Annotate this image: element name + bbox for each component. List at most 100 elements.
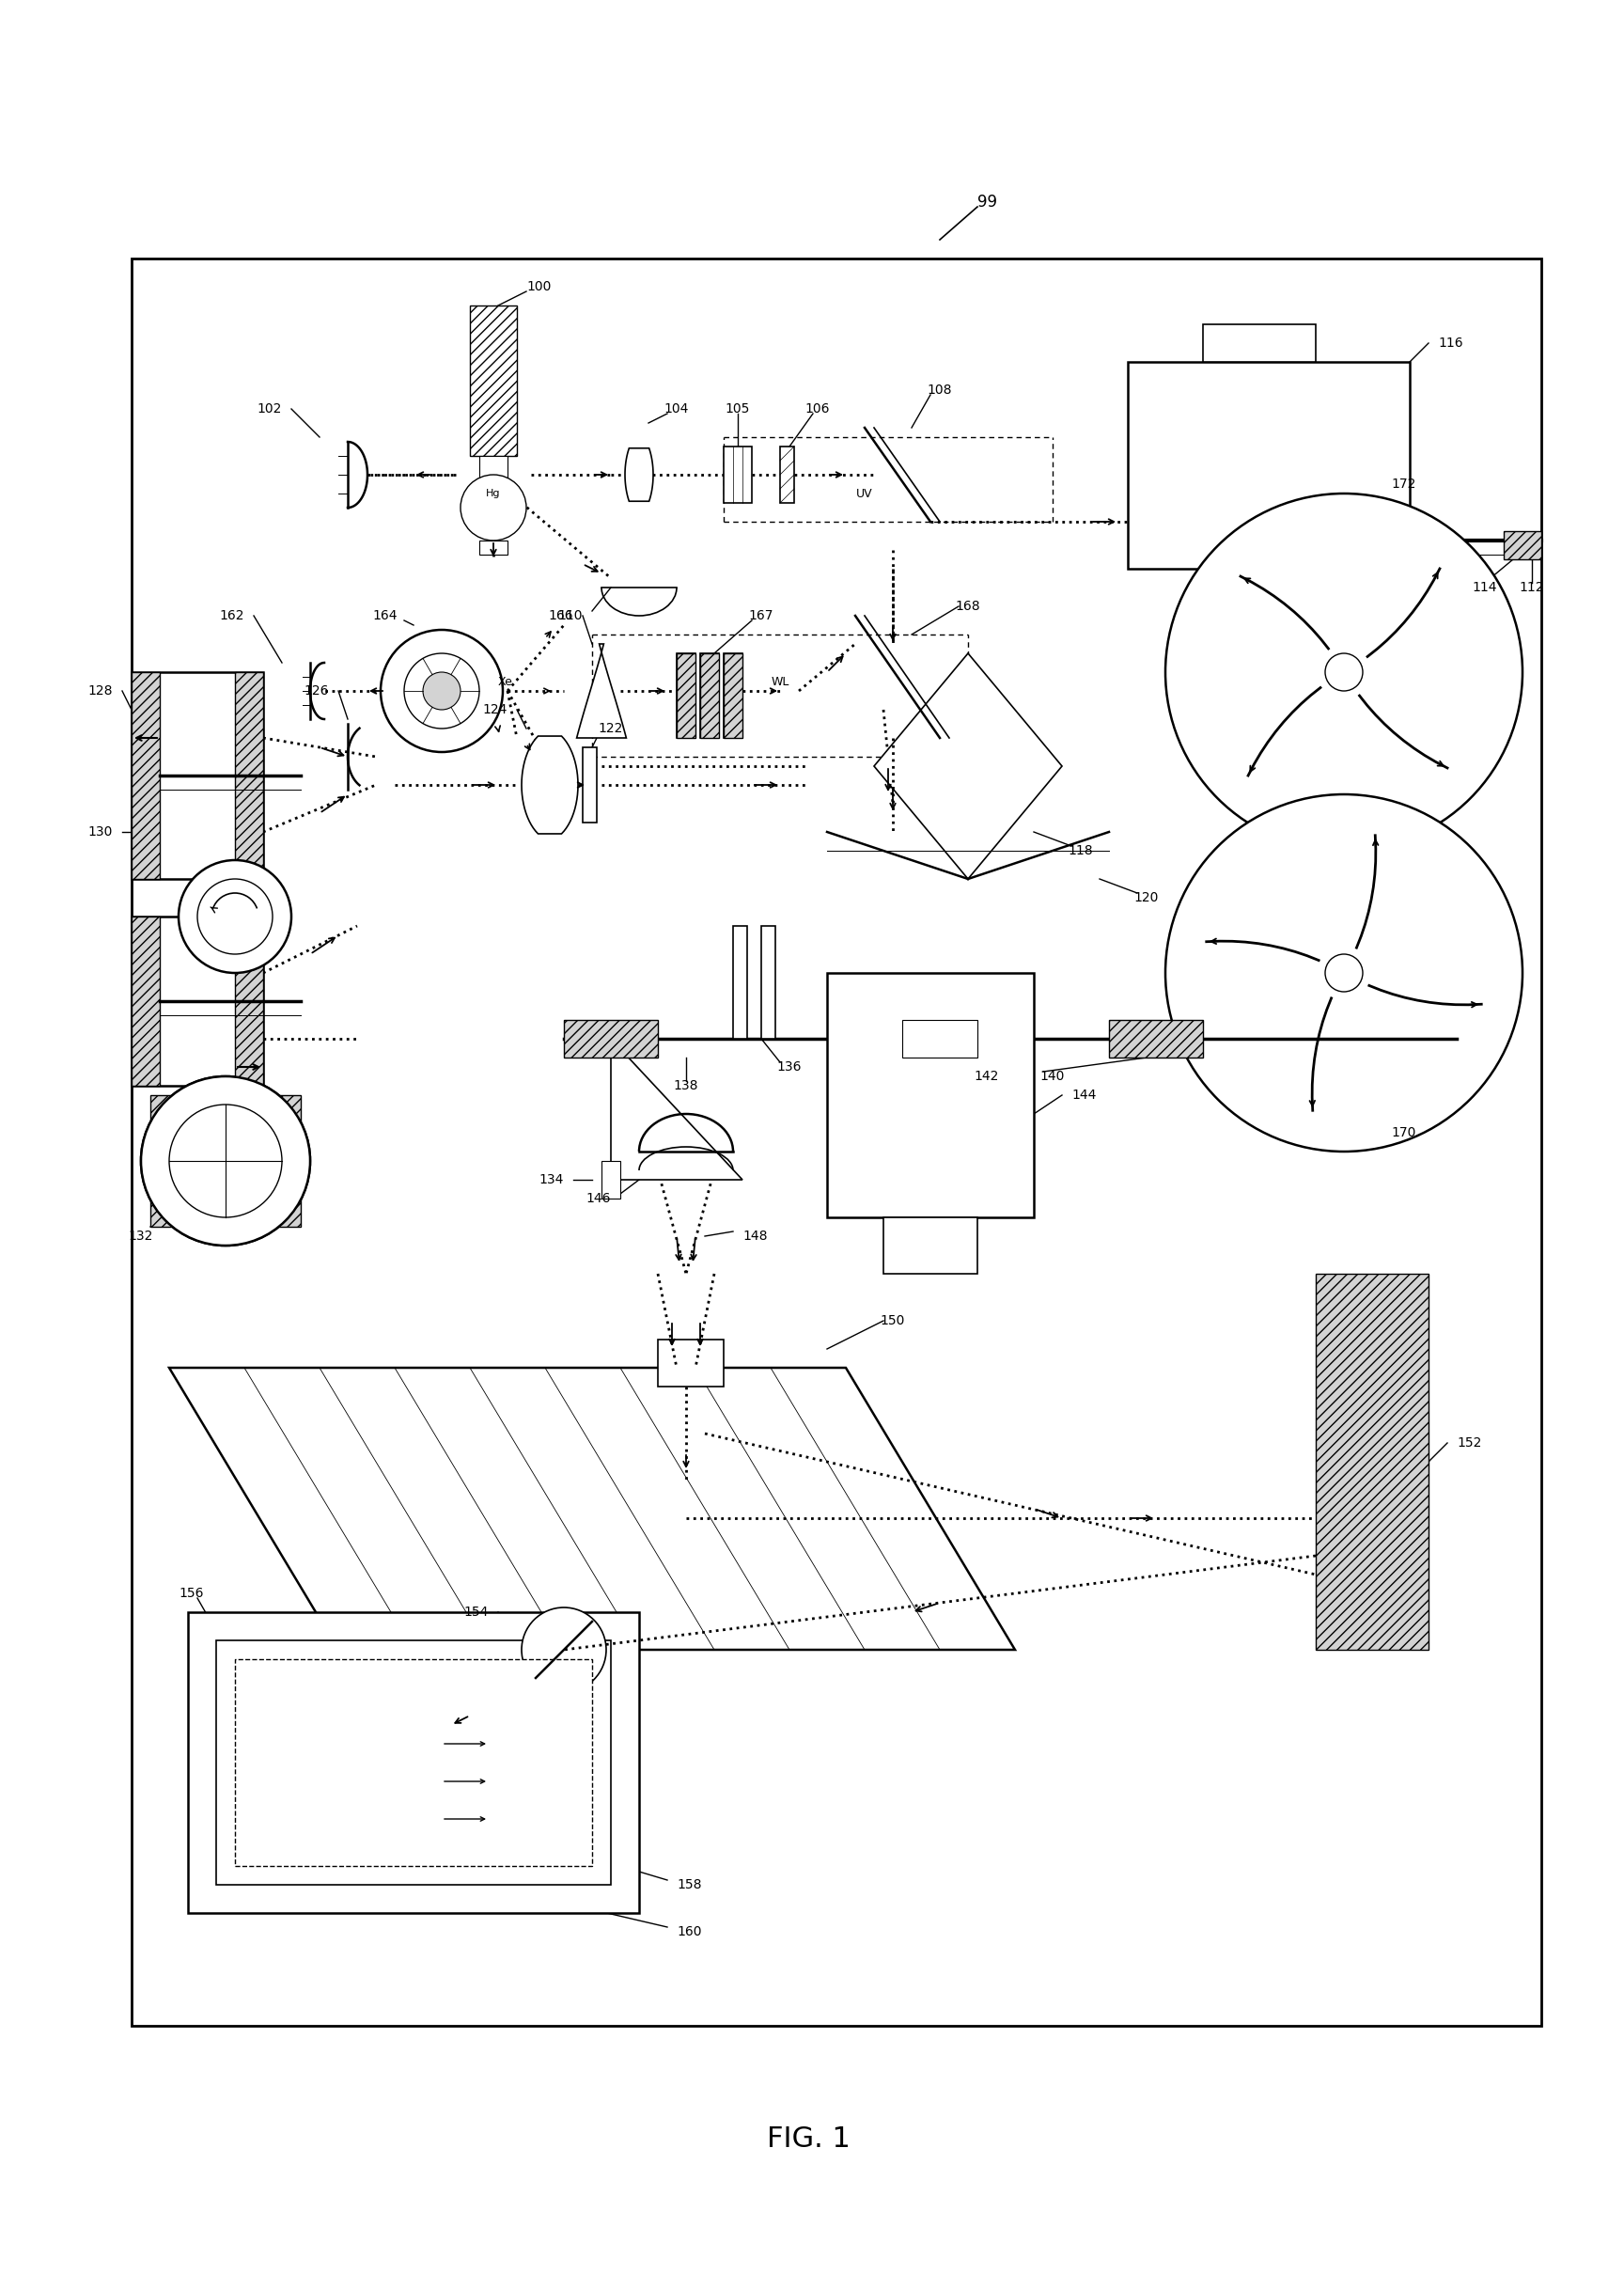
Text: 104: 104 (664, 403, 689, 417)
Text: 122: 122 (599, 721, 624, 735)
Polygon shape (521, 737, 578, 833)
Text: 158: 158 (677, 1879, 702, 1891)
Circle shape (461, 474, 526, 540)
Bar (601, 1161, 620, 1199)
Text: FIG. 1: FIG. 1 (767, 2124, 849, 2152)
Text: 112: 112 (1520, 581, 1544, 595)
Bar (700, 652, 719, 737)
Bar (479, 456, 507, 483)
Circle shape (198, 879, 273, 955)
Bar (469, 304, 516, 456)
Bar (235, 916, 263, 1085)
Bar (827, 973, 1034, 1218)
Text: UV: UV (856, 488, 874, 499)
Text: 140: 140 (1041, 1069, 1065, 1083)
Text: 146: 146 (586, 1193, 611, 1204)
Text: 142: 142 (974, 1069, 999, 1083)
Text: 100: 100 (526, 279, 551, 293)
Circle shape (1325, 652, 1363, 691)
Bar (583, 746, 596, 822)
Bar (903, 1021, 978, 1058)
Text: 172: 172 (1390, 478, 1416, 490)
Bar (564, 1021, 658, 1058)
Text: 105: 105 (726, 403, 750, 417)
Circle shape (169, 1106, 283, 1218)
Circle shape (521, 1607, 606, 1692)
Text: 150: 150 (880, 1314, 905, 1328)
Text: 134: 134 (539, 1174, 564, 1186)
Bar (132, 259, 1541, 2026)
Bar (479, 540, 507, 554)
Text: 108: 108 (927, 385, 952, 396)
Circle shape (141, 1076, 310, 1245)
Polygon shape (874, 652, 1062, 879)
Text: 164: 164 (374, 609, 398, 623)
Polygon shape (625, 449, 653, 501)
Text: Hg: Hg (486, 490, 500, 499)
Text: 118: 118 (1069, 845, 1093, 858)
Text: 160: 160 (677, 1925, 702, 1939)
Text: 148: 148 (742, 1229, 768, 1243)
Text: WL: WL (771, 675, 789, 687)
Circle shape (404, 652, 479, 728)
Bar (762, 927, 775, 1039)
Text: 120: 120 (1134, 890, 1160, 904)
Text: 110: 110 (557, 609, 583, 623)
Bar (1203, 325, 1315, 362)
Bar (1127, 362, 1410, 568)
Bar (732, 927, 747, 1039)
Text: 124: 124 (482, 703, 507, 716)
Polygon shape (611, 1039, 742, 1179)
Circle shape (1166, 494, 1523, 852)
Bar (188, 1611, 640, 1914)
Text: 167: 167 (749, 609, 773, 623)
Circle shape (141, 1076, 310, 1245)
Text: 168: 168 (955, 600, 981, 613)
Text: 99: 99 (978, 195, 997, 211)
Text: 152: 152 (1457, 1437, 1481, 1449)
Bar (151, 1094, 300, 1227)
Circle shape (422, 673, 461, 710)
Circle shape (179, 861, 291, 973)
Text: 154: 154 (464, 1605, 489, 1618)
Text: 128: 128 (88, 684, 112, 698)
Text: Xe: Xe (499, 675, 513, 687)
Bar (1109, 1021, 1203, 1058)
Bar (132, 916, 159, 1085)
Bar (700, 652, 719, 737)
Bar (724, 652, 742, 737)
Bar (1315, 1273, 1429, 1650)
Bar (132, 673, 159, 879)
Bar (780, 446, 794, 504)
Text: 114: 114 (1473, 581, 1497, 595)
Text: 130: 130 (88, 826, 112, 838)
Bar (677, 652, 695, 737)
Text: 156: 156 (179, 1586, 203, 1600)
Bar (132, 916, 263, 1085)
Bar (1504, 531, 1541, 559)
Text: 116: 116 (1437, 336, 1463, 350)
Bar (724, 652, 742, 737)
Polygon shape (169, 1369, 1015, 1650)
Bar (216, 1641, 611, 1884)
Bar (235, 1660, 593, 1866)
Bar (235, 673, 263, 879)
Polygon shape (577, 643, 627, 737)
Circle shape (1166, 794, 1523, 1151)
Text: 136: 136 (776, 1060, 802, 1074)
Bar (677, 652, 695, 737)
Bar (132, 673, 263, 879)
Circle shape (380, 629, 503, 753)
Bar (883, 1218, 978, 1273)
Circle shape (1325, 955, 1363, 991)
Text: 106: 106 (806, 403, 830, 417)
Text: 166: 166 (549, 609, 573, 623)
Bar (658, 1339, 724, 1387)
Text: 144: 144 (1072, 1090, 1096, 1101)
Text: 162: 162 (219, 609, 244, 623)
Text: 102: 102 (257, 403, 283, 417)
Text: 126: 126 (304, 684, 330, 698)
Text: 170: 170 (1390, 1126, 1416, 1140)
Text: 138: 138 (674, 1078, 698, 1092)
Text: 132: 132 (128, 1229, 153, 1243)
